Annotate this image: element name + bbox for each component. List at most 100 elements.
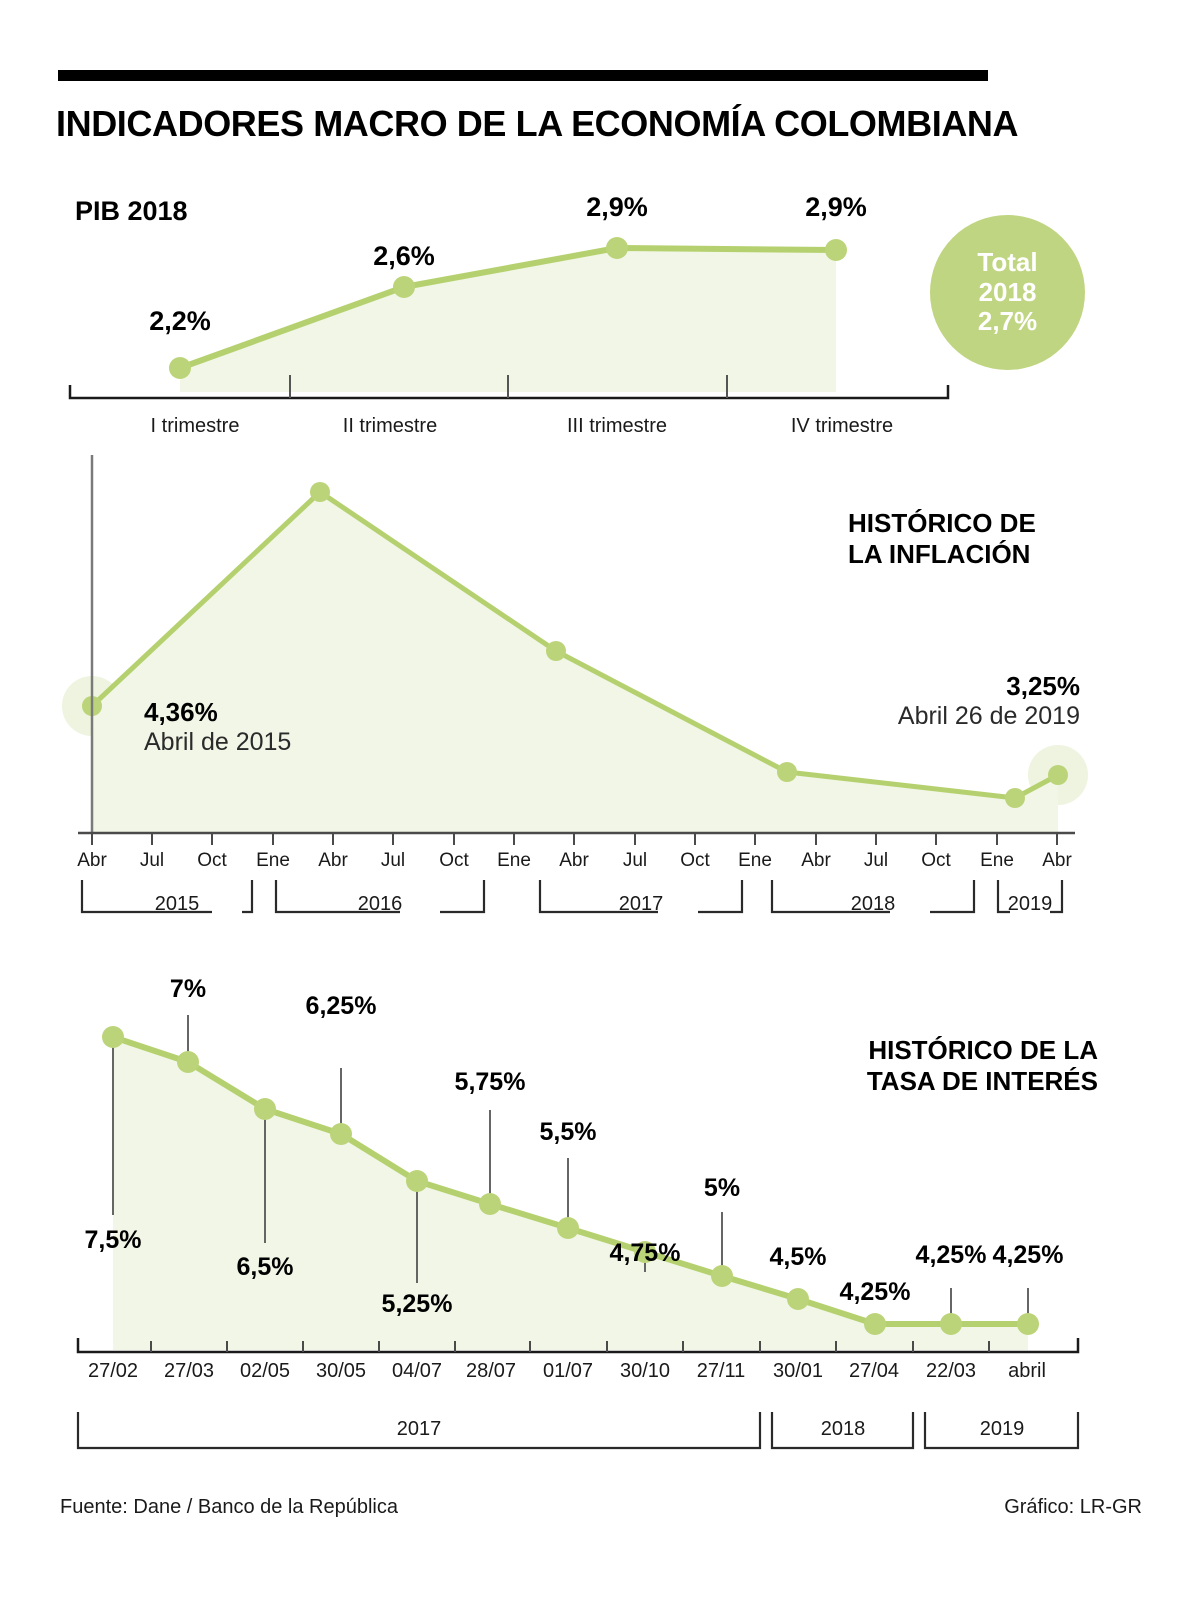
inflation-year-label: 2019 <box>1007 893 1053 915</box>
interest-value-label: 7% <box>169 975 207 1003</box>
pib-axis-label-3: III trimestre <box>566 415 667 437</box>
interest-axis-label: 30/01 <box>772 1360 824 1382</box>
inflation-year-label: 2016 <box>357 893 403 915</box>
inflation-tick-label: Abr <box>77 850 107 871</box>
interest-year-label: 2017 <box>396 1418 442 1440</box>
interest-value-label: 5,25% <box>381 1290 453 1318</box>
inflation-tick-label: Oct <box>197 850 227 871</box>
pib-marker <box>825 239 847 261</box>
pib-axis-label-1: I trimestre <box>150 415 240 437</box>
credit-note: Gráfico: LR-GR <box>1004 1496 1142 1518</box>
interest-axis-label: 02/05 <box>239 1360 291 1382</box>
inflation-year-label: 2015 <box>154 893 200 915</box>
total-2018-badge: Total 2018 2,7% <box>930 215 1085 370</box>
interest-axis-label: 30/10 <box>619 1360 671 1382</box>
interest-marker <box>330 1123 352 1145</box>
interest-value-label: 7,5% <box>84 1226 142 1254</box>
inflation-tick-label: Abr <box>318 850 348 871</box>
inflation-tick-label: Jul <box>380 850 406 871</box>
interest-chart-title: HISTÓRICO DE LA TASA DE INTERÉS <box>808 1035 1098 1097</box>
interest-year-label: 2018 <box>820 1418 866 1440</box>
inflation-title-line1: HISTÓRICO DE <box>848 508 1036 538</box>
interest-marker <box>254 1098 276 1120</box>
interest-value-label: 6,25% <box>305 992 377 1020</box>
inflation-tick-label: Abr <box>1042 850 1072 871</box>
inflation-callout-end: 3,25% Abril 26 de 2019 <box>760 672 1080 732</box>
inflation-tick-label: Oct <box>921 850 951 871</box>
inflation-tick-label: Abr <box>559 850 589 871</box>
interest-axis-label: abril <box>1008 1360 1046 1382</box>
pib-line <box>177 245 839 371</box>
inflation-marker <box>1048 765 1068 785</box>
inflation-x-ticks <box>91 833 1058 845</box>
interest-axis-label: 27/03 <box>163 1360 215 1382</box>
inflation-tick-label: Jul <box>139 850 165 871</box>
interest-marker <box>177 1051 199 1073</box>
pib-area-fill <box>180 248 836 392</box>
pib-marker <box>169 357 191 379</box>
total-badge-line2: 2018 <box>978 276 1037 307</box>
interest-area-fill <box>113 1037 1028 1350</box>
pib-value-label-1: 2,2% <box>149 306 211 336</box>
inflation-tick-label: Ene <box>738 850 772 871</box>
inflation-title-line2: LA INFLACIÓN <box>848 539 1031 570</box>
interest-x-ticks <box>150 1341 990 1352</box>
inflation-start-date: Abril de 2015 <box>144 727 292 756</box>
interest-axis-label: 27/02 <box>87 1360 139 1382</box>
interest-value-label: 5,5% <box>539 1118 597 1146</box>
interest-marker <box>479 1193 501 1215</box>
inflation-chart-title: HISTÓRICO DE LA INFLACIÓN <box>848 508 1098 570</box>
pib-value-label-3: 2,9% <box>586 192 648 222</box>
pib-axis-label-4: IV trimestre <box>790 415 894 437</box>
total-badge-line3: 2,7% <box>977 306 1038 337</box>
interest-year-label: 2019 <box>979 1418 1025 1440</box>
interest-marker <box>102 1026 124 1048</box>
inflation-start-value: 4,36% <box>144 697 218 727</box>
interest-marker <box>406 1170 428 1192</box>
interest-axis-label: 27/11 <box>696 1360 746 1382</box>
interest-marker <box>864 1313 886 1335</box>
interest-x-axis <box>76 1338 1080 1354</box>
inflation-callout-start: 4,36% Abril de 2015 <box>144 698 291 758</box>
pib-axis-label-2: II trimestre <box>342 415 438 437</box>
interest-year-brackets <box>76 1412 1080 1450</box>
inflation-end-value: 3,25% <box>1006 671 1080 701</box>
interest-axis-label: 01/07 <box>542 1360 594 1382</box>
inflation-tick-label: Ene <box>256 850 290 871</box>
inflation-tick-label: Ene <box>497 850 531 871</box>
interest-title-line1: HISTÓRICO DE LA <box>868 1035 1098 1065</box>
interest-value-label: 4,5% <box>769 1243 827 1271</box>
interest-value-label: 5% <box>703 1174 741 1202</box>
interest-value-label: 5,75% <box>454 1068 526 1096</box>
interest-marker <box>634 1241 656 1263</box>
interest-marker <box>557 1217 579 1239</box>
interest-title-line2: TASA DE INTERÉS <box>866 1066 1098 1097</box>
inflation-marker <box>546 641 566 661</box>
pib-value-label-4: 2,9% <box>805 192 867 222</box>
interest-axis-label: 28/07 <box>465 1360 517 1382</box>
inflation-marker <box>1005 788 1025 808</box>
interest-axis-label: 22/03 <box>925 1360 977 1382</box>
interest-marker <box>787 1288 809 1310</box>
inflation-year-brackets <box>80 880 1064 914</box>
interest-value-label: 4,25% <box>839 1278 911 1306</box>
pib-section-label: PIB 2018 <box>75 196 188 226</box>
inflation-tick-label: Abr <box>801 850 831 871</box>
inflation-end-date: Abril 26 de 2019 <box>897 701 1080 730</box>
inflation-tick-label: Oct <box>680 850 710 871</box>
inflation-marker <box>777 762 797 782</box>
interest-marker <box>1017 1313 1039 1335</box>
inflation-tick-label: Jul <box>863 850 889 871</box>
pib-value-label-2: 2,6% <box>373 241 435 271</box>
interest-marker <box>940 1313 962 1335</box>
pib-marker <box>393 276 415 298</box>
interest-value-label: 6,5% <box>236 1253 294 1281</box>
pib-marker <box>606 237 628 259</box>
page-title: INDICADORES MACRO DE LA ECONOMÍA COLOMBI… <box>56 103 1019 144</box>
interest-value-label: 4,25% <box>992 1241 1064 1269</box>
header-rule <box>58 70 988 81</box>
